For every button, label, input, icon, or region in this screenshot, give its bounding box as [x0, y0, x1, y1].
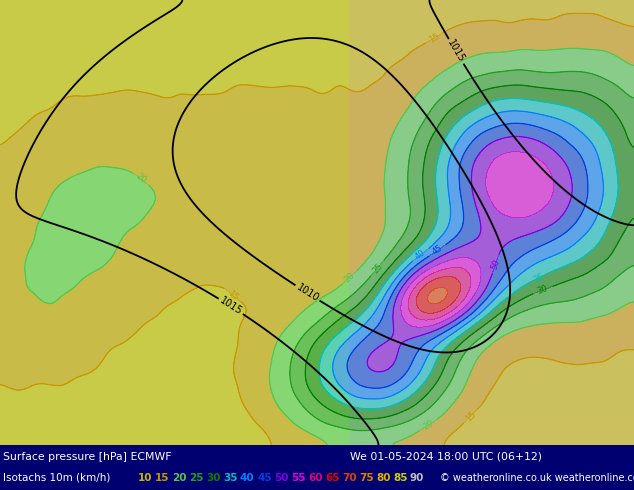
Text: 15: 15	[464, 409, 477, 423]
Text: 25: 25	[189, 473, 204, 483]
Text: 25: 25	[371, 261, 384, 275]
Text: 1010: 1010	[294, 282, 320, 304]
Text: We 01-05-2024 18:00 UTC (06+12): We 01-05-2024 18:00 UTC (06+12)	[350, 452, 542, 462]
Bar	[349, 0, 634, 445]
Text: 40: 40	[240, 473, 255, 483]
Text: 15: 15	[226, 288, 240, 302]
Text: Surface pressure [hPa] ECMWF: Surface pressure [hPa] ECMWF	[3, 452, 172, 462]
Text: 55: 55	[291, 473, 306, 483]
Text: 45: 45	[430, 244, 444, 257]
Text: 20: 20	[172, 473, 186, 483]
Text: 90: 90	[410, 473, 424, 483]
Text: 35: 35	[223, 473, 238, 483]
Text: 1015: 1015	[218, 295, 244, 317]
Text: 75: 75	[359, 473, 373, 483]
Text: 30: 30	[206, 473, 221, 483]
Bar	[0, 0, 349, 445]
Text: 20: 20	[342, 270, 356, 284]
Text: 60: 60	[308, 473, 323, 483]
Text: 45: 45	[257, 473, 271, 483]
Text: 65: 65	[325, 473, 339, 483]
Text: Isotachs 10m (km/h): Isotachs 10m (km/h)	[3, 473, 110, 483]
Text: 15: 15	[428, 31, 441, 44]
Text: 20: 20	[422, 418, 435, 432]
Text: 80: 80	[376, 473, 391, 483]
Text: 30: 30	[536, 284, 550, 296]
Text: 20: 20	[134, 172, 148, 186]
Text: 15: 15	[155, 473, 169, 483]
Text: 50: 50	[489, 257, 501, 270]
Text: 40: 40	[413, 248, 427, 262]
Text: 1015: 1015	[446, 38, 467, 65]
Text: 35: 35	[532, 271, 545, 284]
Text: 70: 70	[342, 473, 356, 483]
Text: 10: 10	[138, 473, 153, 483]
Text: © weatheronline.co.uk weatheronline.co.uk: © weatheronline.co.uk weatheronline.co.u…	[440, 473, 634, 483]
Text: 50: 50	[274, 473, 288, 483]
Text: 85: 85	[393, 473, 408, 483]
